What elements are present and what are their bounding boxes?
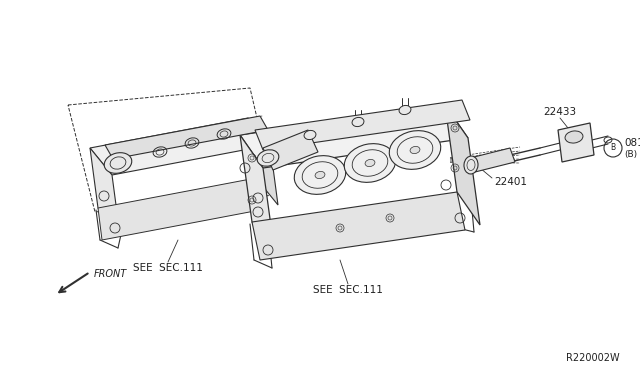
Text: B: B — [611, 144, 616, 153]
Polygon shape — [90, 148, 120, 235]
Text: 08158-62533: 08158-62533 — [624, 138, 640, 148]
Text: SEE  SEC.111: SEE SEC.111 — [313, 285, 383, 295]
Polygon shape — [98, 178, 260, 240]
Polygon shape — [445, 105, 480, 225]
Text: (B): (B) — [624, 151, 637, 160]
Text: 22401: 22401 — [494, 177, 527, 187]
Ellipse shape — [315, 171, 325, 179]
Ellipse shape — [104, 153, 132, 173]
Ellipse shape — [294, 155, 346, 194]
Ellipse shape — [565, 131, 583, 143]
Polygon shape — [248, 118, 278, 205]
Polygon shape — [558, 123, 594, 162]
Text: R220002W: R220002W — [566, 353, 620, 363]
Ellipse shape — [399, 105, 411, 115]
Text: FRONT: FRONT — [94, 269, 127, 279]
Polygon shape — [255, 100, 470, 150]
Polygon shape — [105, 116, 268, 159]
Ellipse shape — [410, 147, 420, 154]
Ellipse shape — [344, 144, 396, 182]
Ellipse shape — [365, 160, 375, 167]
Ellipse shape — [389, 131, 441, 169]
Polygon shape — [90, 118, 270, 175]
Polygon shape — [252, 192, 465, 260]
Polygon shape — [240, 105, 468, 168]
Ellipse shape — [257, 150, 279, 166]
Text: SEE  SEC.111: SEE SEC.111 — [133, 263, 203, 273]
Ellipse shape — [304, 131, 316, 140]
Ellipse shape — [352, 118, 364, 126]
Ellipse shape — [464, 156, 478, 174]
Polygon shape — [240, 135, 275, 255]
Text: 22433: 22433 — [543, 107, 577, 117]
Polygon shape — [470, 148, 515, 172]
Polygon shape — [263, 130, 318, 170]
